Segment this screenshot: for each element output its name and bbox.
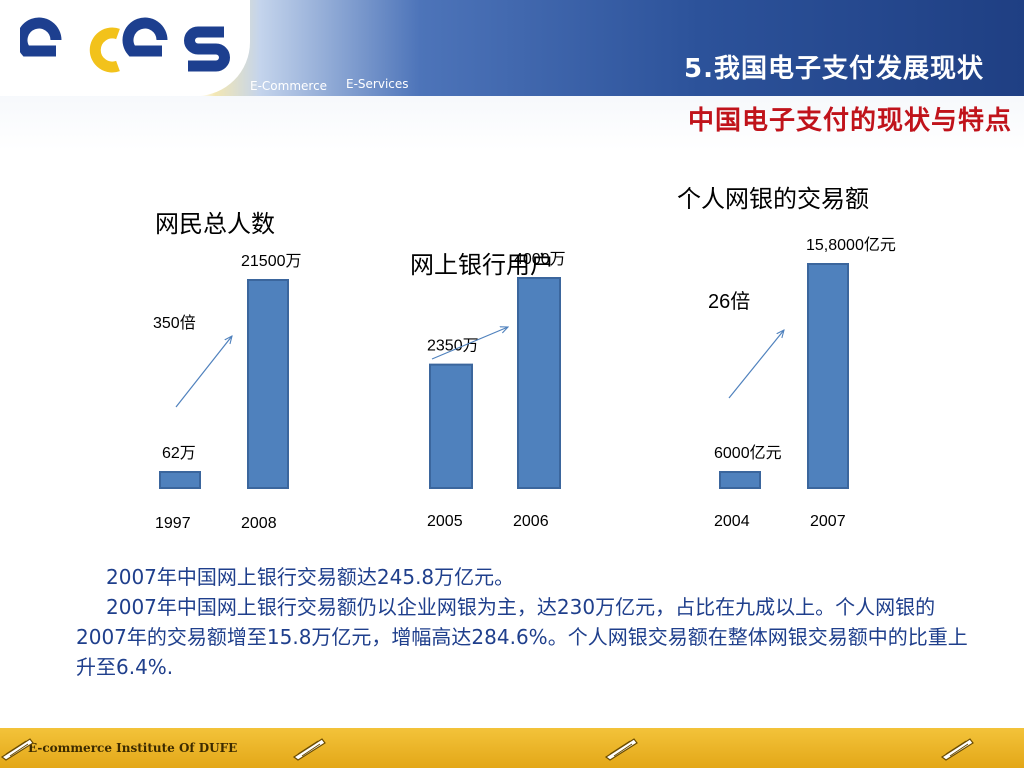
- data-label: 6000亿元: [714, 444, 782, 462]
- chart-title: 网民总人数: [155, 210, 275, 238]
- growth-arrow: [175, 336, 232, 408]
- bar-1997: [159, 471, 201, 489]
- data-label: 15,8000亿元: [806, 236, 896, 254]
- pen-icon: [0, 738, 34, 761]
- data-label: 62万: [162, 445, 196, 462]
- x-tick-label: 2004: [714, 513, 750, 530]
- growth-arrow: [728, 330, 784, 399]
- data-label: 4000万: [514, 251, 566, 268]
- x-tick-label: 2006: [513, 513, 549, 530]
- x-tick-label: 2005: [427, 513, 463, 530]
- slide-title: 5.我国电子支付发展现状: [684, 54, 984, 84]
- summary-paragraph-1: 2007年中国网上银行交易额达245.8万亿元。: [106, 565, 515, 589]
- tagline-ecommerce: E-Commerce: [250, 79, 328, 93]
- pen-icon: [604, 738, 638, 761]
- bar-2005: [429, 363, 473, 489]
- bar-2008: [247, 279, 289, 489]
- chart-title: 个人网银的交易额: [677, 185, 869, 213]
- summary-paragraph-2: 2007年中国网上银行交易额仍以企业网银为主，达230万亿元，占比在九成以上。个…: [76, 595, 968, 679]
- bar-2007: [807, 263, 849, 489]
- data-label: 21500万: [241, 253, 302, 270]
- data-label: 2350万: [427, 338, 479, 355]
- pen-icon: [940, 738, 974, 761]
- bar-charts: 网民总人数 62万 1997 21500万 2008 350倍 网上银行用户 2350万 200…: [153, 185, 896, 532]
- footer-institute: E-commerce Institute Of DUFE: [28, 741, 238, 755]
- x-tick-label: 1997: [155, 515, 191, 532]
- bar-2004: [719, 471, 761, 489]
- tagline-eservices: E-Services: [346, 77, 409, 91]
- summary-text: 2007年中国网上银行交易额达245.8万亿元。 2007年中国网上银行交易额仍…: [76, 562, 971, 682]
- x-tick-label: 2008: [241, 515, 277, 532]
- eces-logo: [20, 17, 230, 73]
- pen-icon: [292, 738, 326, 761]
- bar-2006: [517, 277, 561, 489]
- growth-multiple-label: 350倍: [153, 314, 196, 332]
- growth-arrow: [431, 327, 508, 360]
- slide-subtitle: 中国电子支付的现状与特点: [687, 106, 1012, 136]
- footer-band: E-commerce Institute Of DUFE: [0, 728, 1024, 768]
- x-tick-label: 2007: [810, 513, 846, 530]
- chart-title: 网上银行用户: [410, 251, 554, 279]
- growth-multiple-label: 26倍: [708, 290, 750, 313]
